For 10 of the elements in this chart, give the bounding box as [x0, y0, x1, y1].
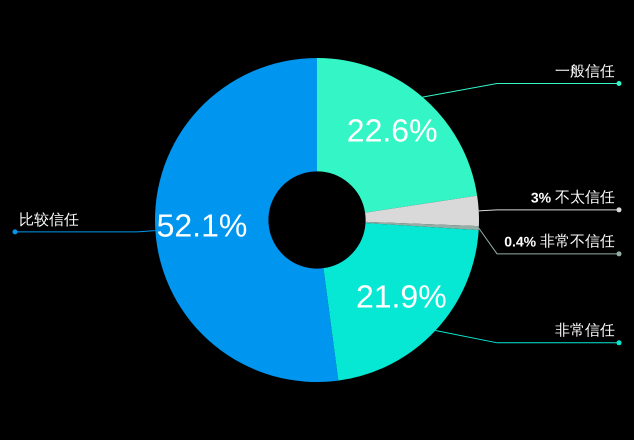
data-label: 21.9% — [356, 278, 447, 314]
data-label: 22.6% — [346, 112, 438, 148]
slice-label: 非常信任 — [555, 321, 615, 340]
slice-label: 一般信任 — [555, 62, 615, 80]
data-label: 0.4% — [504, 234, 537, 250]
slice-label: 非常不信任 — [540, 232, 615, 250]
data-label: 3% — [530, 190, 552, 206]
slice-label: 比较信任 — [19, 210, 79, 228]
slice-label: 不太信任 — [555, 188, 615, 206]
data-label: 52.1% — [156, 207, 248, 244]
